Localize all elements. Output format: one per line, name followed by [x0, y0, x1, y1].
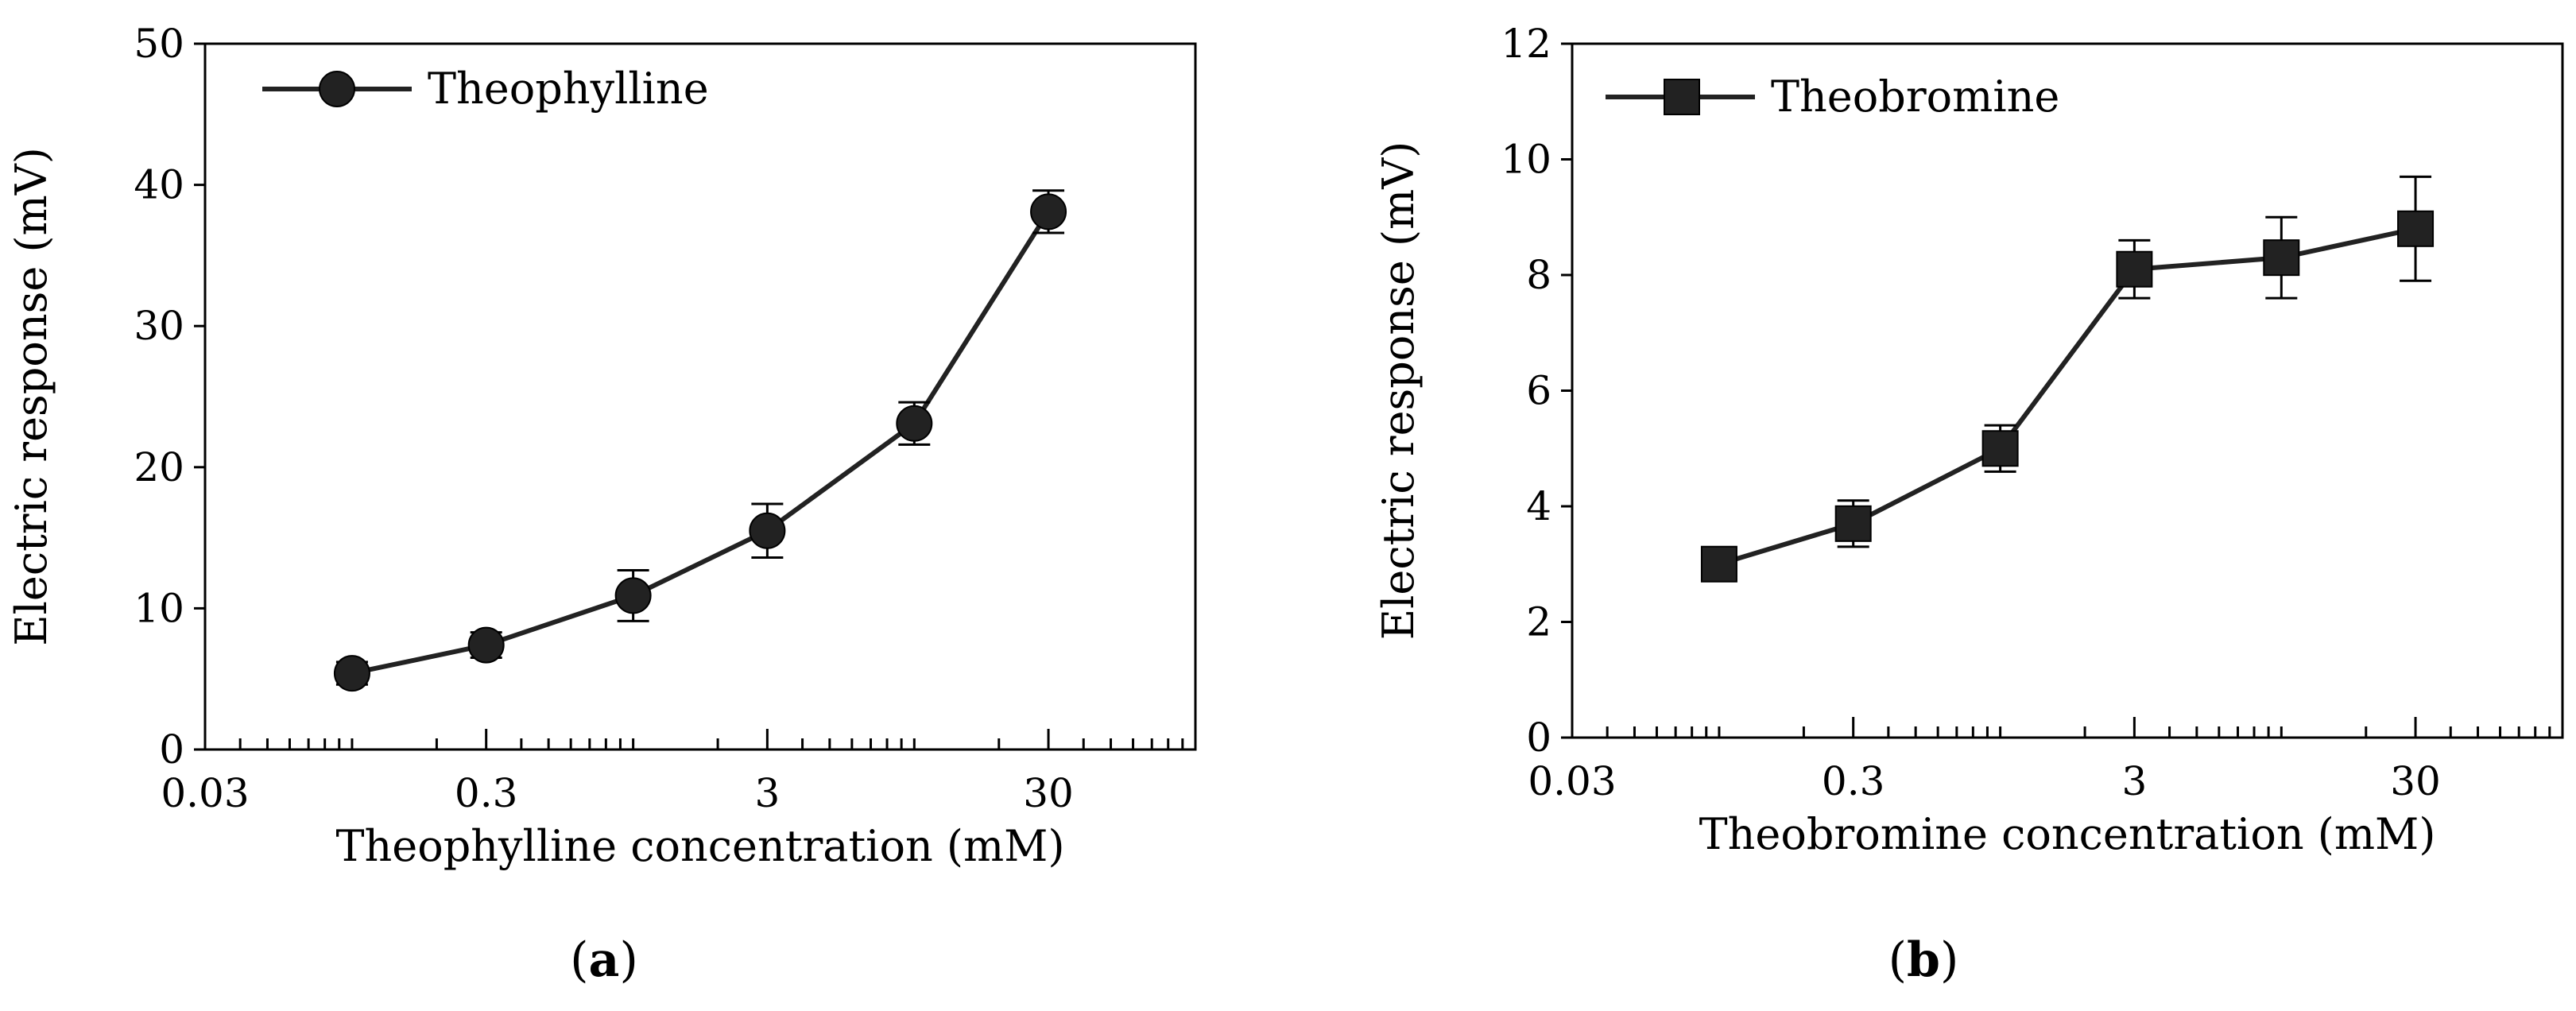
x-tick-label: 0.3: [455, 770, 518, 816]
series-line: [351, 210, 1051, 676]
data-point: [333, 655, 370, 692]
y-tick-label: 10: [1501, 137, 1551, 183]
x-tick-label: 0.3: [1822, 758, 1885, 804]
data-point: [2397, 210, 2435, 247]
data-point: [1700, 545, 1737, 583]
data-point: [2116, 250, 2153, 288]
data-point: [749, 512, 786, 549]
y-tick-label: 0: [159, 726, 184, 773]
x-axis-title: Theophylline concentration (mM): [335, 821, 1064, 871]
data-point: [896, 405, 933, 442]
y-tick-label: 6: [1526, 368, 1551, 414]
chart-panel-a: 0 10 20 30 40 50 0.03 0.3 3 30 Theophylline concen…: [6, 21, 1197, 988]
x-tick-label: 0.03: [161, 770, 249, 816]
data-point: [1981, 430, 2019, 467]
y-tick-label: 50: [134, 21, 184, 67]
data-point: [467, 626, 505, 664]
x-tick-label: 3: [2121, 758, 2147, 804]
y-tick-label: 20: [134, 444, 184, 490]
panel-label: (b): [1888, 932, 1959, 988]
plot-frame: [1571, 42, 2564, 739]
series-line: [1718, 226, 2416, 567]
x-tick-label: 0.03: [1528, 758, 1616, 804]
legend-marker: [319, 71, 355, 107]
legend-label: Theobromine: [1771, 72, 2059, 122]
x-axis-title: Theobromine concentration (mM): [1699, 809, 2436, 859]
y-tick-label: 12: [1501, 21, 1551, 67]
legend-label: Theophylline: [428, 64, 709, 114]
x-tick-label: 30: [1023, 770, 1074, 816]
x-tick-label: 3: [754, 770, 780, 816]
y-axis-title: Electric response (mV): [1373, 141, 1424, 641]
legend-marker: [1664, 79, 1700, 115]
data-point: [1834, 505, 1872, 542]
y-tick-label: 4: [1526, 483, 1551, 529]
data-point: [614, 577, 652, 614]
y-tick-label: 40: [134, 162, 184, 208]
panel-label: (a): [570, 932, 638, 988]
chart-panel-b: 0 2 4 6 8 10 12 0.03 0.3 3 30 Theobromine concentra…: [1373, 21, 2564, 988]
y-tick-label: 10: [134, 585, 184, 631]
plot-frame: [203, 42, 1197, 751]
y-tick-label: 30: [134, 303, 184, 349]
data-point: [1030, 193, 1067, 230]
x-tick-label: 30: [2390, 758, 2441, 804]
y-tick-label: 8: [1526, 252, 1551, 298]
data-point: [2263, 239, 2300, 277]
y-tick-label: 2: [1526, 599, 1551, 645]
y-tick-label: 0: [1526, 715, 1551, 761]
y-axis-title: Electric response (mV): [6, 147, 56, 646]
